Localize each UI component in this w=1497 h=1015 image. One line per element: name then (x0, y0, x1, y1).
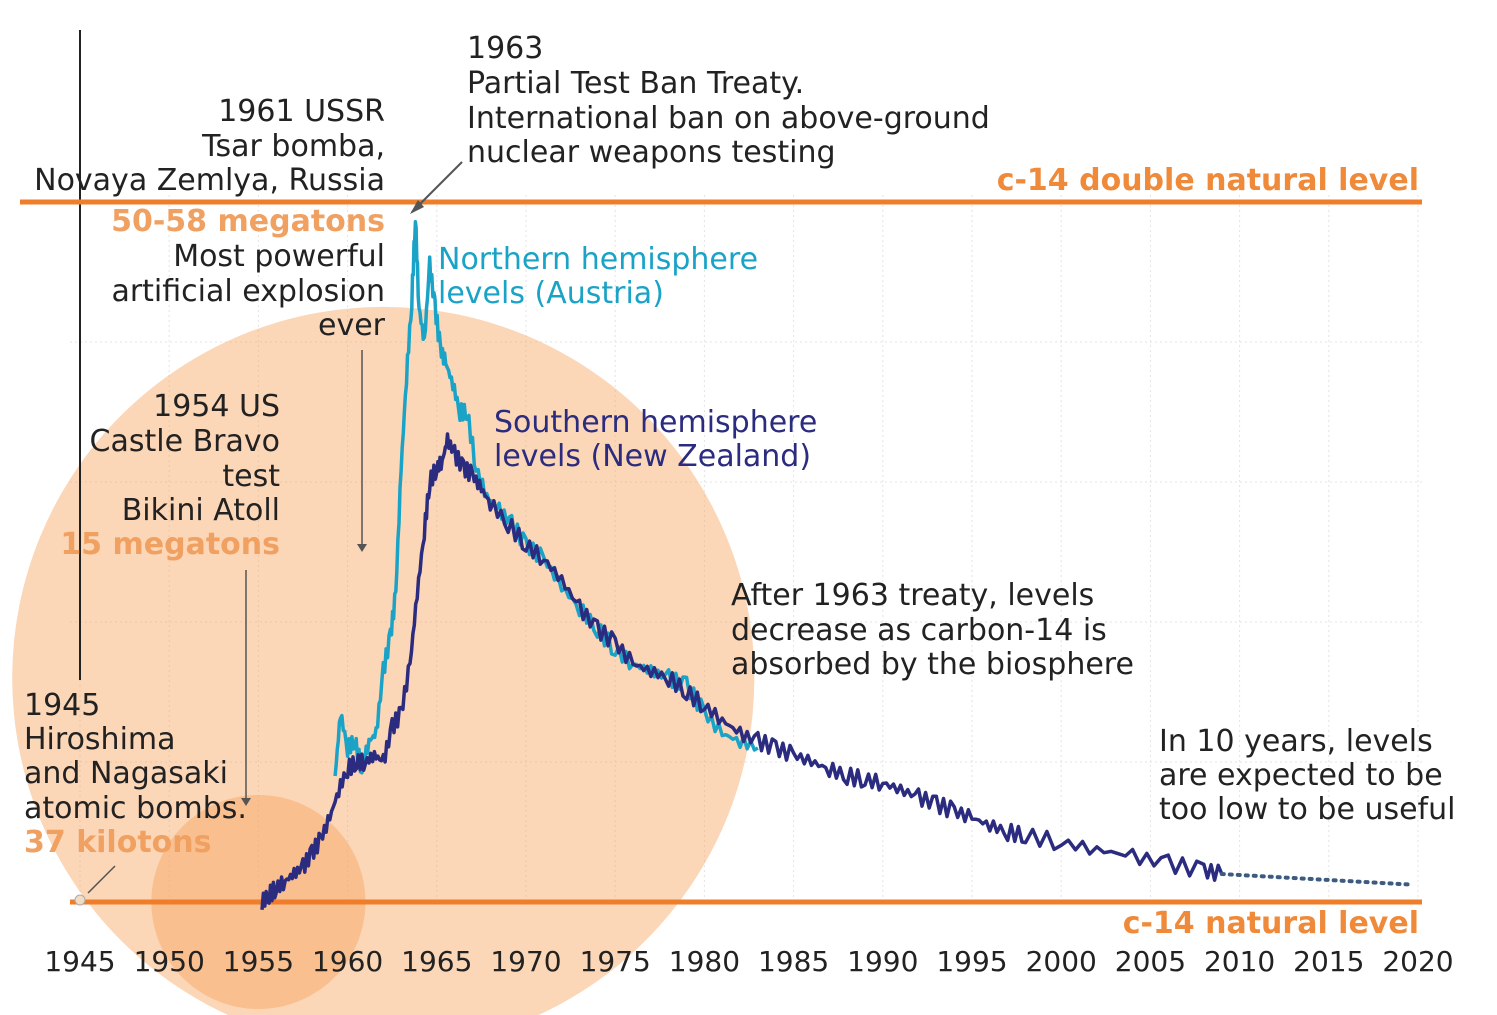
hiroshima-line-2: Hiroshima (24, 722, 176, 757)
x-tick-2005: 2005 (1115, 945, 1186, 978)
x-tick-1980: 1980 (669, 945, 740, 978)
castle-line-3: test (222, 459, 280, 494)
future-3: too low to be useful (1159, 792, 1455, 827)
hiroshima-line-1: 1945 (24, 688, 100, 723)
southern-label: Southern hemisphere levels (New Zealand) (494, 405, 817, 474)
x-tick-1955: 1955 (223, 945, 294, 978)
castle-pointer-arrow (241, 798, 251, 806)
natural-level-label: c-14 natural level (1123, 906, 1419, 941)
after-treaty-3: absorbed by the biosphere (731, 647, 1134, 682)
southern-label-2: levels (New Zealand) (494, 439, 811, 474)
hiroshima-marker (74, 894, 86, 906)
castle-line-1: 1954 US (153, 389, 280, 424)
treaty-line-1: 1963 (467, 31, 543, 66)
tsar-line-2: Tsar bomba, (201, 129, 385, 164)
future-2: are expected to be (1159, 758, 1443, 793)
x-tick-2000: 2000 (1026, 945, 1097, 978)
treaty-annotation: 1963 Partial Test Ban Treaty. Internatio… (467, 31, 990, 170)
x-tick-labels: 1945 1950 1955 1960 1965 1970 1975 1980 1985 1990… (44, 945, 1453, 978)
hiroshima-annotation: 1945 Hiroshima and Nagasaki atomic bombs… (24, 688, 247, 860)
hiroshima-line-4: atomic bombs. (24, 791, 247, 826)
x-tick-1970: 1970 (490, 945, 561, 978)
double-natural-level-label: c-14 double natural level (997, 163, 1419, 198)
future-annotation: In 10 years, levels are expected to be t… (1159, 724, 1455, 827)
series-lines (260, 220, 1412, 910)
x-tick-2010: 2010 (1204, 945, 1275, 978)
x-tick-2015: 2015 (1293, 945, 1364, 978)
x-tick-1945: 1945 (44, 945, 115, 978)
after-treaty-1: After 1963 treaty, levels (731, 578, 1094, 613)
tsar-yield: 50-58 megatons (111, 204, 385, 239)
hiroshima-line-3: and Nagasaki (24, 756, 228, 791)
series-southern (260, 432, 1224, 910)
castle-bravo-annotation: 1954 US Castle Bravo test Bikini Atoll 1… (60, 389, 280, 562)
tsar-desc-2: artificial explosion (111, 274, 385, 309)
x-tick-1975: 1975 (580, 945, 651, 978)
hiroshima-pointer (87, 865, 116, 894)
castle-line-4: Bikini Atoll (122, 493, 280, 528)
northern-label: Northern hemisphere levels (Austria) (438, 242, 758, 311)
future-1: In 10 years, levels (1159, 724, 1433, 759)
series-projection (1219, 872, 1412, 887)
x-tick-1995: 1995 (936, 945, 1007, 978)
x-tick-1950: 1950 (134, 945, 205, 978)
after-treaty-2: decrease as carbon-14 is (731, 613, 1107, 648)
southern-label-1: Southern hemisphere (494, 405, 817, 440)
x-tick-1960: 1960 (312, 945, 383, 978)
northern-label-1: Northern hemisphere (438, 242, 758, 277)
treaty-pointer-arrow (410, 200, 424, 214)
treaty-line-4: nuclear weapons testing (467, 135, 836, 170)
tsar-desc-3: ever (318, 308, 386, 343)
x-tick-2020: 2020 (1382, 945, 1453, 978)
x-tick-1965: 1965 (401, 945, 472, 978)
northern-label-2: levels (Austria) (438, 276, 664, 311)
x-tick-1990: 1990 (847, 945, 918, 978)
hiroshima-yield: 37 kilotons (24, 825, 212, 860)
castle-yield: 15 megatons (60, 527, 280, 562)
tsar-line-3: Novaya Zemlya, Russia (34, 163, 385, 198)
after-treaty-annotation: After 1963 treaty, levels decrease as ca… (731, 578, 1134, 682)
treaty-line-2: Partial Test Ban Treaty. (467, 66, 804, 101)
tsar-bomba-annotation: 1961 USSR Tsar bomba, Novaya Zemlya, Rus… (34, 94, 386, 343)
x-tick-1985: 1985 (758, 945, 829, 978)
castle-line-2: Castle Bravo (90, 424, 280, 459)
grid-lines (70, 195, 1425, 902)
tsar-line-1: 1961 USSR (218, 94, 385, 129)
tsar-desc-1: Most powerful (173, 239, 385, 274)
treaty-line-3: International ban on above-ground (467, 101, 990, 136)
tsar-pointer-arrow (357, 544, 367, 552)
